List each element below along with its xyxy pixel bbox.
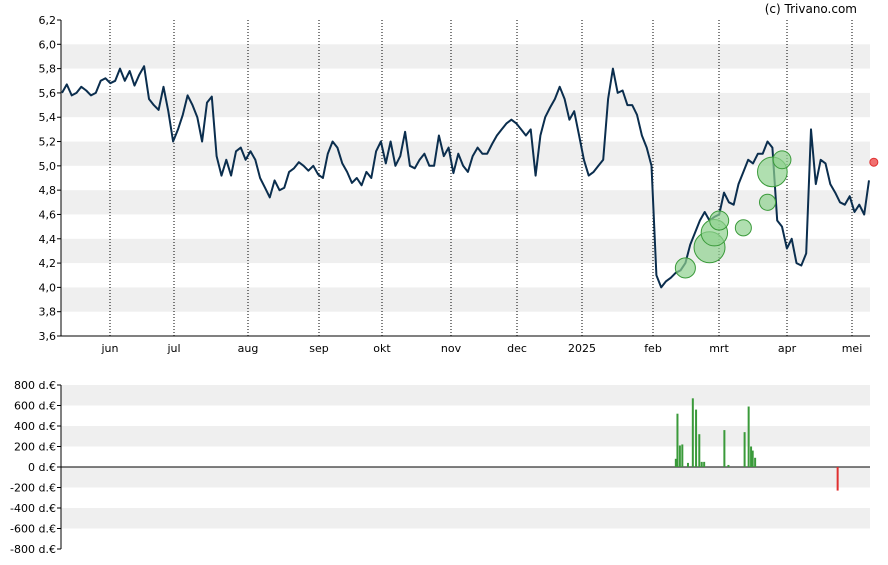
volume-buy-bar xyxy=(703,461,706,467)
volume-grid-band xyxy=(61,385,870,406)
price-series-line xyxy=(61,65,870,289)
price-y-tick-label: 4,8 xyxy=(39,184,57,197)
volume-buy-bar xyxy=(751,450,754,467)
price-y-tick-label: 4,0 xyxy=(39,281,57,294)
price-y-tick-label: 4,2 xyxy=(39,257,57,270)
volume-buy-bar xyxy=(676,413,679,467)
volume-buy-bar xyxy=(723,430,726,467)
volume-y-tick-label: -400 d.€ xyxy=(10,502,56,515)
buy-marker xyxy=(772,150,792,170)
credit-text: (c) Trivano.com xyxy=(765,2,857,16)
price-x-tick-label: nov xyxy=(441,342,462,355)
price-y-tick-label: 4,6 xyxy=(39,208,57,221)
price-x-tick-label: feb xyxy=(644,342,662,355)
volume-buy-bar xyxy=(727,464,730,467)
price-x-tick-label: mei xyxy=(842,342,863,355)
volume-y-tick-label: 400 d.€ xyxy=(14,420,56,433)
volume-buy-bar xyxy=(678,445,681,467)
volume-sell-bar xyxy=(836,467,839,491)
volume-y-tick-label: 600 d.€ xyxy=(14,400,56,413)
volume-buy-bar xyxy=(686,462,689,467)
price-x-tick-label: 2025 xyxy=(568,342,596,355)
price-y-tick-label: 5,8 xyxy=(39,63,57,76)
volume-buy-bar xyxy=(743,432,746,467)
volume-buy-bar xyxy=(698,434,701,467)
price-x-tick-label: okt xyxy=(373,342,391,355)
volume-buy-bar xyxy=(691,398,694,467)
price-y-tick-label: 6,2 xyxy=(39,14,57,27)
buy-marker xyxy=(674,257,696,279)
volume-buy-bar xyxy=(695,409,698,467)
volume-chart-panel: 800 d.€ 600 d.€ 400 d.€ 200 d.€ 0 d.€ -200 d.… xyxy=(10,379,870,556)
price-y-tick-label: 3,6 xyxy=(39,330,57,343)
price-grid-band xyxy=(61,44,870,69)
sell-marker xyxy=(869,157,879,167)
volume-y-tick-label: 200 d.€ xyxy=(14,441,56,454)
price-x-tick-label: sep xyxy=(309,342,328,355)
volume-buy-bar xyxy=(674,458,677,467)
price-y-tick-label: 5,6 xyxy=(39,87,57,100)
volume-y-tick-label: 0 d.€ xyxy=(28,461,56,474)
price-x-tick-label: aug xyxy=(238,342,259,355)
volume-buy-bar xyxy=(700,461,703,467)
price-y-tick-label: 5,2 xyxy=(39,136,57,149)
volume-buy-bar xyxy=(681,444,684,467)
volume-buy-bar xyxy=(747,406,750,467)
price-y-tick-label: 6,0 xyxy=(39,38,57,51)
price-x-tick-label: jul xyxy=(166,342,180,355)
price-x-tick-label: jun xyxy=(101,342,119,355)
price-grid-band xyxy=(61,141,870,166)
volume-grid-band xyxy=(61,467,870,488)
volume-y-tick-label: 800 d.€ xyxy=(14,379,56,392)
buy-marker xyxy=(734,219,752,237)
volume-buy-bar xyxy=(750,446,753,467)
buy-marker xyxy=(758,193,777,211)
volume-y-tick-label: -800 d.€ xyxy=(10,543,56,556)
price-grid-band xyxy=(61,190,870,215)
price-y-tick-label: 5,0 xyxy=(39,160,57,173)
volume-buy-bar xyxy=(754,457,757,467)
price-grid-band xyxy=(61,238,870,264)
price-x-tick-label: mrt xyxy=(709,342,729,355)
volume-y-tick-label: -600 d.€ xyxy=(10,523,56,536)
price-y-tick-label: 3,8 xyxy=(39,306,57,319)
price-grid-band xyxy=(61,287,870,312)
price-x-tick-label: apr xyxy=(778,342,797,355)
volume-y-tick-label: -200 d.€ xyxy=(10,482,56,495)
price-y-tick-label: 5,4 xyxy=(39,111,57,124)
volume-grid-band xyxy=(61,426,870,447)
price-chart-panel: jun jul aug sep okt nov dec 2025 feb mrt apr mei 3,6… xyxy=(39,14,879,355)
buy-marker xyxy=(709,210,730,231)
price-x-tick-label: dec xyxy=(507,342,527,355)
volume-grid-band xyxy=(61,508,870,529)
price-y-tick-label: 4,4 xyxy=(39,233,57,246)
